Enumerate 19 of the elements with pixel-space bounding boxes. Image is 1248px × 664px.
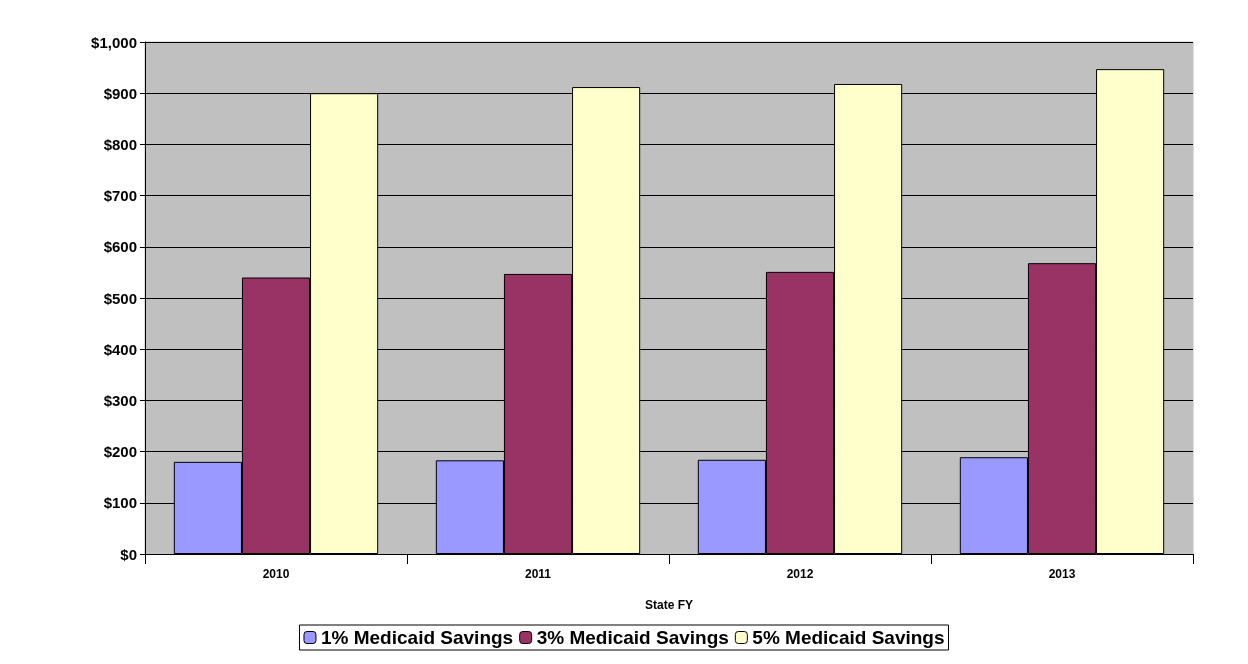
x-axis-title: State FY <box>644 598 694 612</box>
y-tick-label: $200 <box>103 443 137 461</box>
x-tick-label: 2013 <box>1048 567 1076 581</box>
y-tick-label: $600 <box>103 238 137 256</box>
y-tick-label: $100 <box>103 494 137 512</box>
x-tick-label: 2010 <box>262 567 290 581</box>
legend-label: 1% Medicaid Savings <box>320 627 514 648</box>
y-tick-label: $800 <box>103 135 137 153</box>
y-tick-label: $1,000 <box>91 33 137 51</box>
y-tick-label: $400 <box>103 340 137 358</box>
legend-label: 3% Medicaid Savings <box>536 627 729 648</box>
x-tick-label: 2011 <box>524 567 552 581</box>
legend-label: 5% Medicaid Savings <box>752 627 945 648</box>
x-tick-label: 2012 <box>786 567 814 581</box>
y-tick-label: $700 <box>103 187 137 205</box>
y-tick-label: $0 <box>120 545 137 563</box>
y-tick-label: $500 <box>103 289 137 307</box>
y-tick-label: $300 <box>103 391 137 409</box>
y-tick-label: $900 <box>103 84 137 102</box>
